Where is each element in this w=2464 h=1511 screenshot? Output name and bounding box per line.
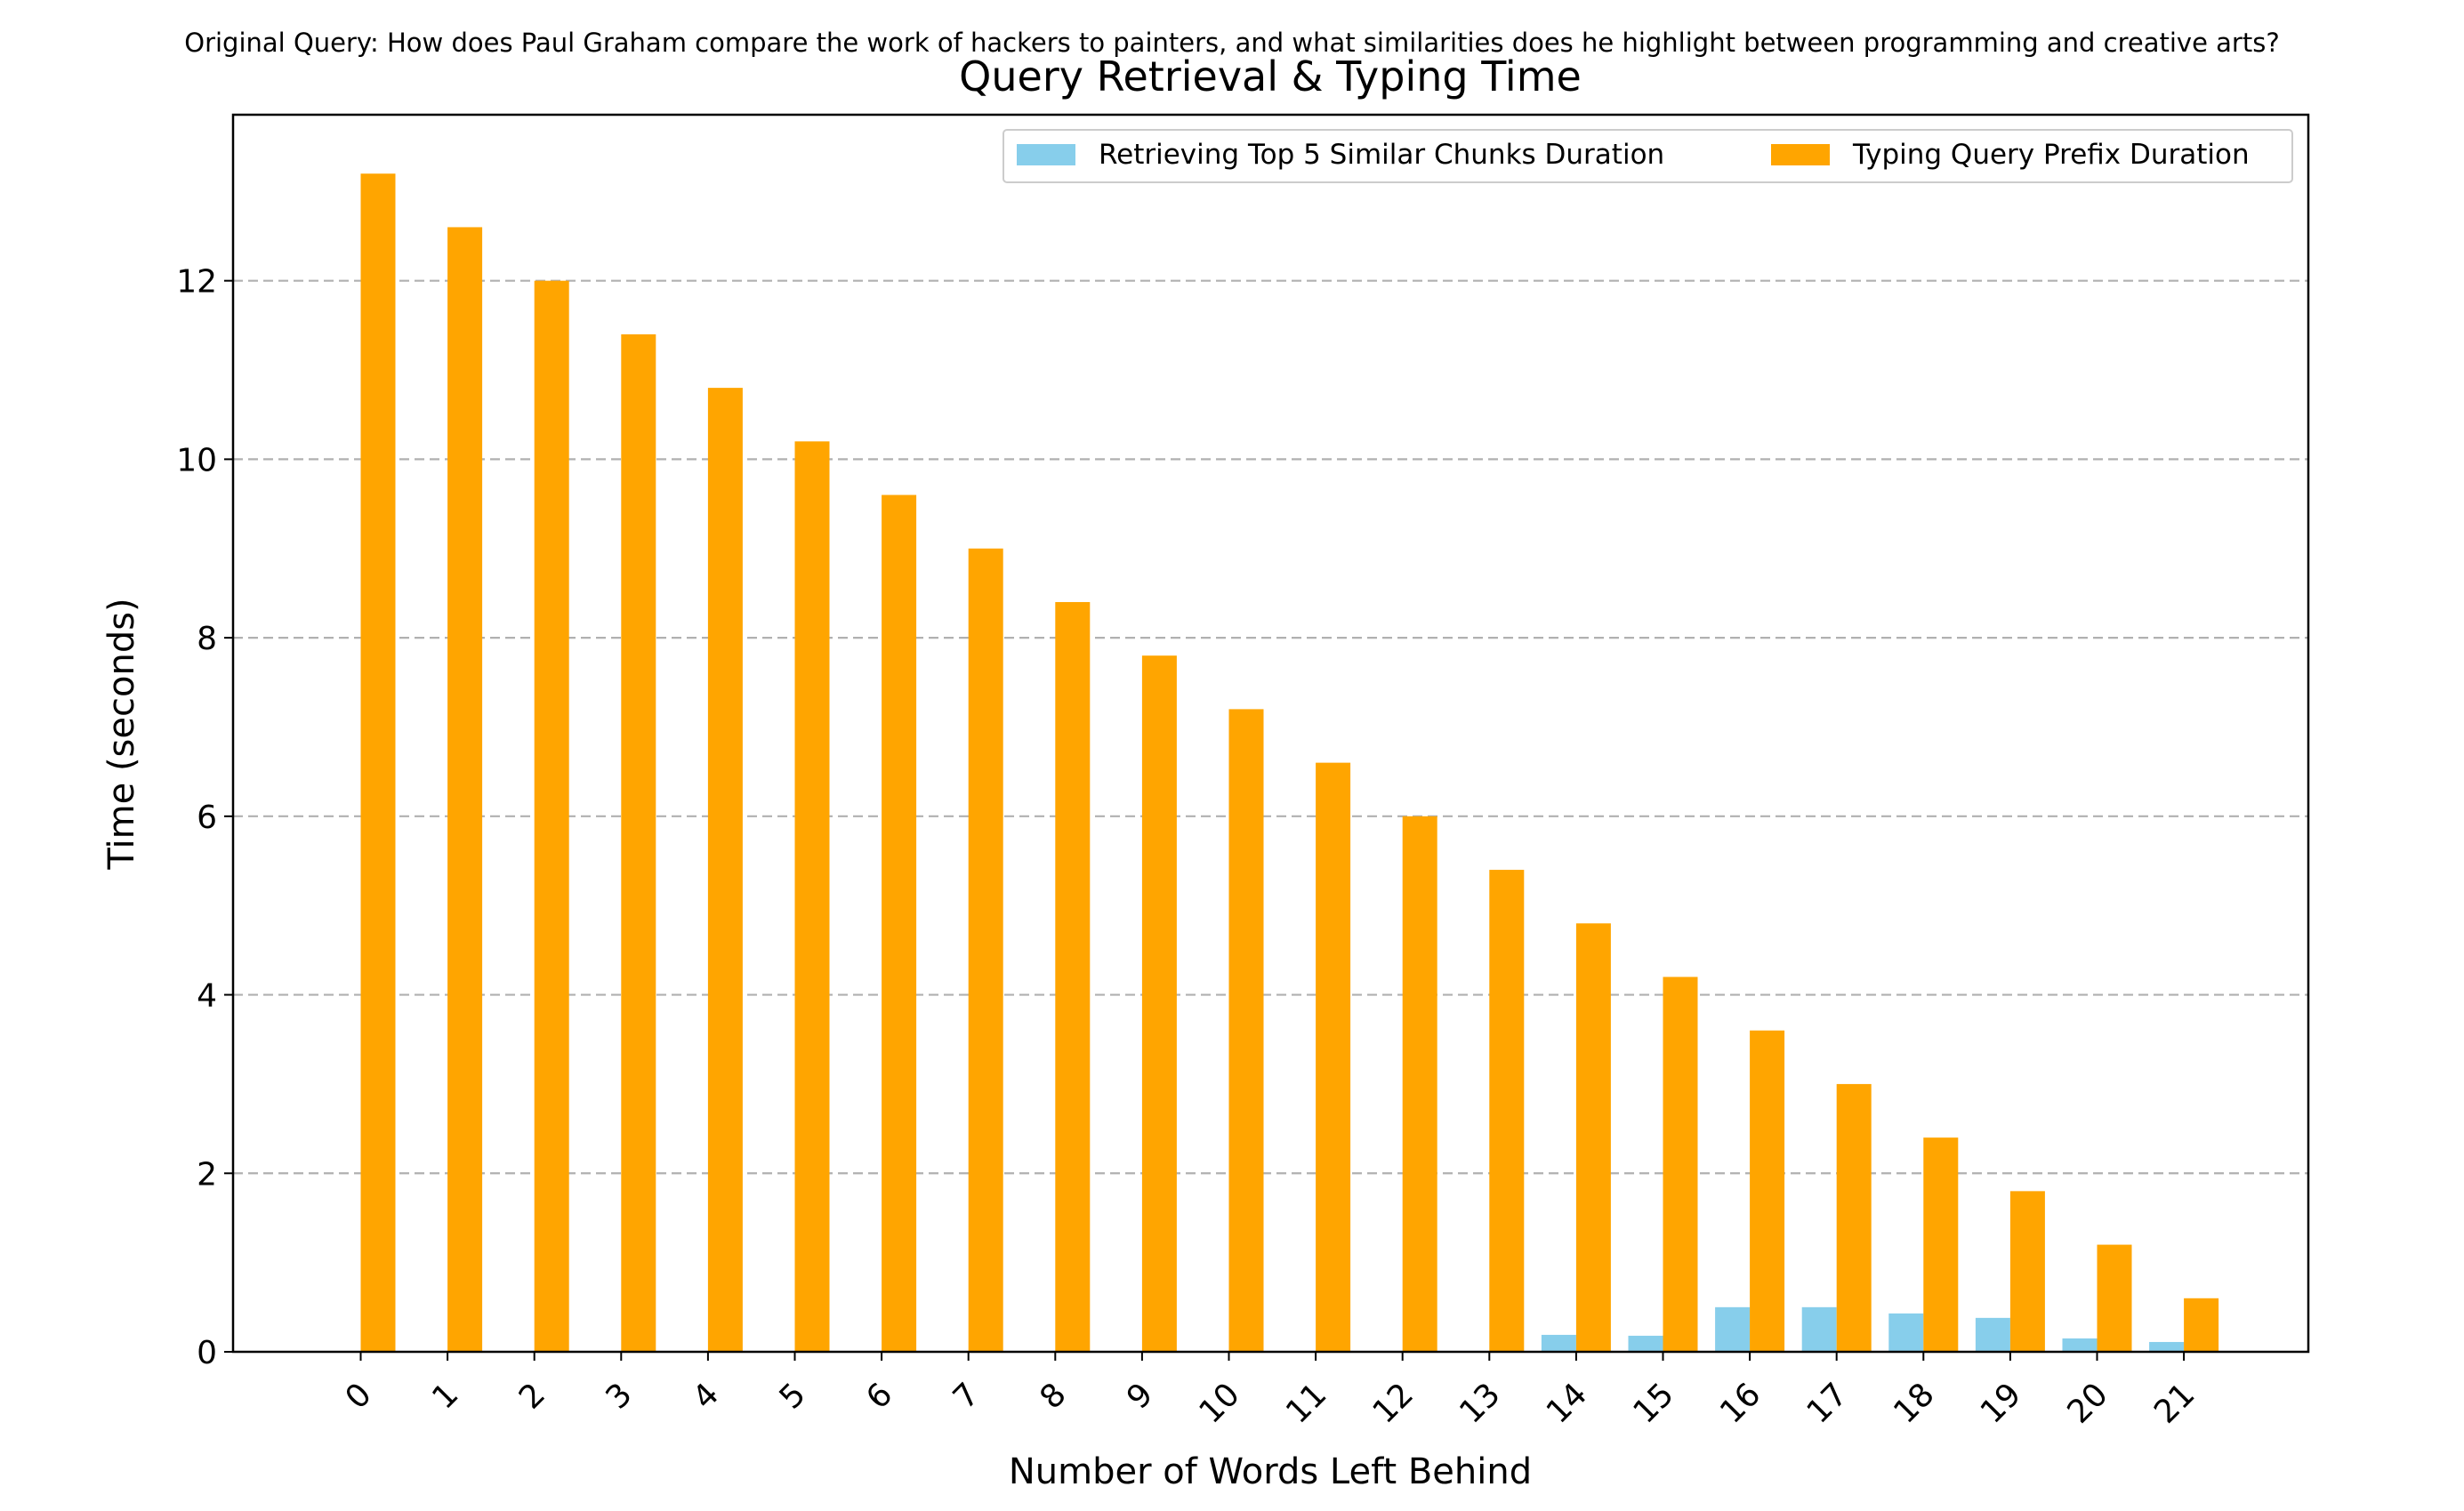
x-tick-label: 9 <box>1120 1376 1160 1416</box>
legend-label-retrieval: Retrieving Top 5 Similar Chunks Duration <box>1099 139 1664 171</box>
x-tick-label: 14 <box>1540 1376 1594 1430</box>
x-tick-label: 1 <box>425 1376 465 1416</box>
x-tick-label: 11 <box>1279 1376 1333 1430</box>
x-tick-label: 13 <box>1453 1376 1507 1430</box>
bar-typing-11 <box>1316 762 1351 1352</box>
y-axis-ticks: 0 2 4 6 8 10 12 <box>176 264 233 1371</box>
bar-typing-5 <box>794 441 830 1353</box>
bar-typing-3 <box>621 334 656 1352</box>
legend: Retrieving Top 5 Similar Chunks Duration… <box>1003 129 2293 183</box>
y-tick-label: 6 <box>197 800 217 836</box>
x-tick-label: 17 <box>1800 1376 1855 1430</box>
x-tick-label: 5 <box>773 1376 813 1416</box>
y-tick-label: 2 <box>197 1156 217 1193</box>
x-tick-label: 2 <box>512 1376 552 1416</box>
y-axis-label: Time (seconds) <box>101 598 142 870</box>
bar-typing-19 <box>2009 1191 2045 1352</box>
bar-typing-7 <box>968 548 1003 1352</box>
y-tick-label: 0 <box>197 1335 217 1371</box>
x-tick-label: 18 <box>1887 1376 1941 1430</box>
x-tick-label: 15 <box>1626 1376 1680 1430</box>
x-axis-label: Number of Words Left Behind <box>1009 1451 1532 1492</box>
plot-frame <box>231 113 2310 1354</box>
bar-retrieval-18 <box>1888 1313 1924 1352</box>
bar-typing-13 <box>1489 870 1525 1352</box>
y-tick-label: 8 <box>197 621 217 657</box>
x-tick-label: 12 <box>1366 1376 1421 1430</box>
suptitle: Original Query: How does Paul Graham com… <box>184 28 2279 58</box>
bar-typing-17 <box>1836 1083 1872 1352</box>
bar-typing-20 <box>2097 1244 2132 1352</box>
x-tick-label: 8 <box>1033 1376 1073 1416</box>
chart-title: Query Retrieval & Typing Time <box>959 52 1582 100</box>
x-tick-label: 16 <box>1713 1376 1767 1430</box>
x-tick-label: 19 <box>1974 1376 2028 1430</box>
y-tick-label: 10 <box>176 442 217 478</box>
bar-typing-16 <box>1750 1030 1785 1352</box>
bar-retrieval-19 <box>1975 1317 2010 1352</box>
x-tick-label: 0 <box>339 1376 379 1416</box>
bar-typing-0 <box>360 173 396 1353</box>
legend-label-typing: Typing Query Prefix Duration <box>1852 139 2250 171</box>
bar-typing-9 <box>1141 655 1177 1352</box>
bars <box>360 173 2219 1353</box>
y-gridlines <box>233 279 2308 1175</box>
bar-typing-1 <box>447 227 483 1352</box>
y-tick-label: 12 <box>176 264 217 301</box>
x-axis-ticks: 0 1 2 3 4 5 6 7 8 9 10 11 12 13 14 15 16 17 18 19 20 21 <box>339 1352 2202 1431</box>
bar-typing-15 <box>1663 977 1698 1352</box>
bar-retrieval-15 <box>1628 1335 1663 1352</box>
bar-retrieval-20 <box>2062 1338 2098 1352</box>
x-tick-label: 21 <box>2147 1376 2202 1430</box>
x-tick-label: 4 <box>686 1376 726 1416</box>
x-tick-label: 10 <box>1192 1376 1246 1430</box>
bar-typing-14 <box>1575 923 1611 1352</box>
bar-typing-8 <box>1055 601 1091 1352</box>
bar-typing-6 <box>882 494 917 1352</box>
x-tick-label: 6 <box>859 1376 899 1416</box>
x-tick-label: 7 <box>946 1376 986 1416</box>
legend-swatch-retrieval <box>1017 144 1075 165</box>
legend-swatch-typing <box>1771 144 1830 165</box>
bar-retrieval-14 <box>1541 1334 1576 1352</box>
bar-typing-10 <box>1228 709 1264 1352</box>
legend-box <box>1003 129 2293 183</box>
x-tick-label: 3 <box>599 1376 639 1416</box>
bar-typing-4 <box>707 388 743 1352</box>
bar-retrieval-21 <box>2149 1341 2185 1352</box>
bar-typing-21 <box>2184 1298 2219 1352</box>
x-tick-label: 20 <box>2060 1376 2114 1430</box>
bar-typing-12 <box>1402 816 1437 1352</box>
bar-typing-18 <box>1923 1137 1959 1352</box>
y-tick-label: 4 <box>197 978 217 1015</box>
bar-retrieval-17 <box>1801 1306 1837 1352</box>
bar-typing-2 <box>534 280 569 1352</box>
bar-retrieval-16 <box>1715 1306 1751 1352</box>
